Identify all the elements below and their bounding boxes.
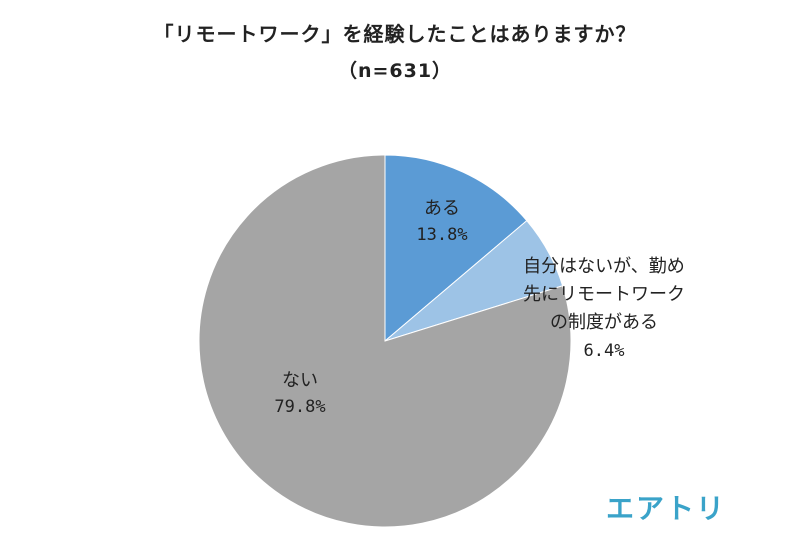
slice-label-yes: ある	[424, 198, 460, 219]
airtrip-logo: エアトリ	[606, 492, 727, 525]
slice-value-company-system: 6.4%	[584, 341, 625, 361]
chart-subtitle: （n=631）	[337, 60, 453, 82]
pie-slice-yes	[384, 154, 528, 343]
pie-labels: ある 13.8% 自分はないが、勤め先にリモートワークの制度がある 6.4% ない 79.…	[274, 198, 685, 417]
slice-label-no: ない	[282, 370, 318, 391]
slice-label-company-system: 自分はないが、勤め先にリモートワークの制度がある	[523, 256, 685, 333]
pie-slice-no	[198, 154, 572, 528]
slice-value-yes: 13.8%	[416, 225, 467, 245]
pie-slices	[198, 154, 572, 528]
chart-title: 「リモートワーク」を経験したことはありますか？	[153, 22, 637, 46]
slice-value-no: 79.8%	[274, 397, 325, 417]
